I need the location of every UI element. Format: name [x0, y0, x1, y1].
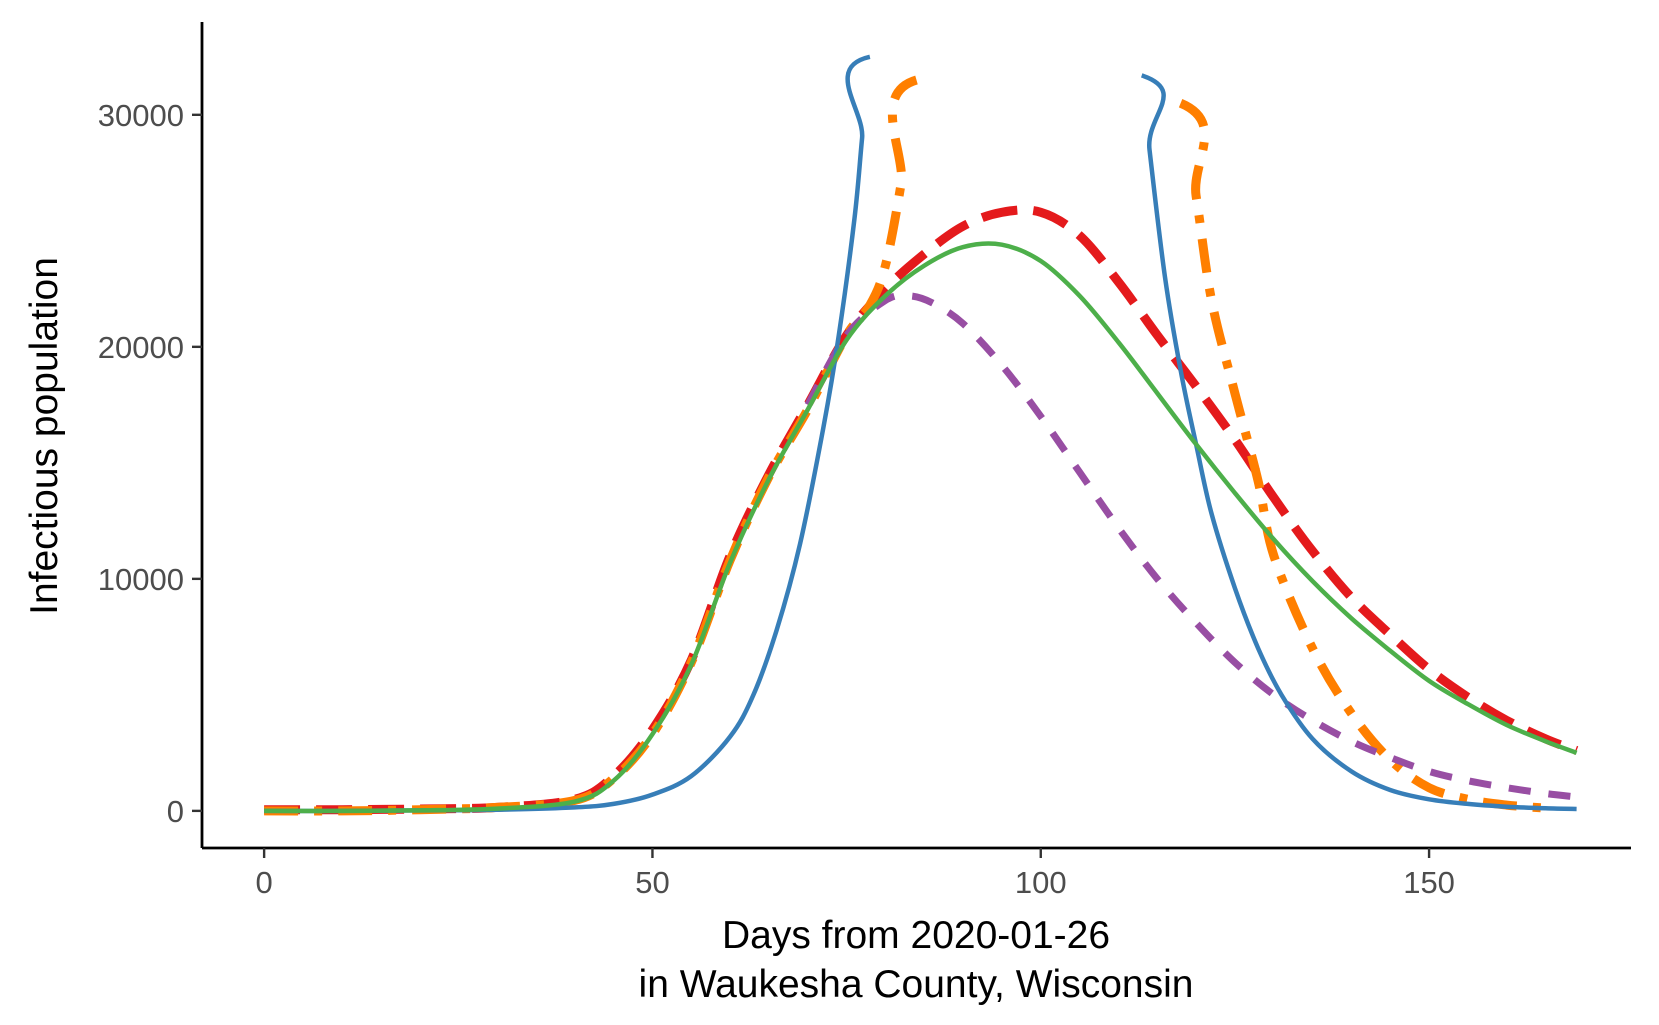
axes-layer [200, 22, 1631, 850]
series-line-5 [264, 241, 1578, 814]
x-tick-label: 100 [1015, 865, 1067, 900]
x-axis-title-line-2: in Waukesha County, Wisconsin [639, 963, 1194, 1006]
series-layer [264, 54, 1579, 816]
x-tick-label: 50 [635, 865, 669, 900]
series-line-4 [264, 54, 1577, 814]
y-tick-label: 0 [167, 794, 184, 829]
series-line-3 [804, 291, 1578, 801]
y-tick-label: 10000 [98, 562, 184, 597]
x-tick-label: 0 [256, 865, 273, 900]
y-tick-label: 30000 [98, 98, 184, 133]
x-tick-label: 150 [1403, 865, 1455, 900]
ticks-layer: 0 50 100 150 0 10000 20000 30000 [98, 98, 1455, 900]
series-line-2 [264, 75, 1546, 816]
series-line-1 [264, 205, 1579, 815]
y-axis-title: Infectious population [23, 257, 66, 615]
x-axis-title-line-1: Days from 2020-01-26 [722, 914, 1110, 957]
y-tick-label: 20000 [98, 330, 184, 365]
